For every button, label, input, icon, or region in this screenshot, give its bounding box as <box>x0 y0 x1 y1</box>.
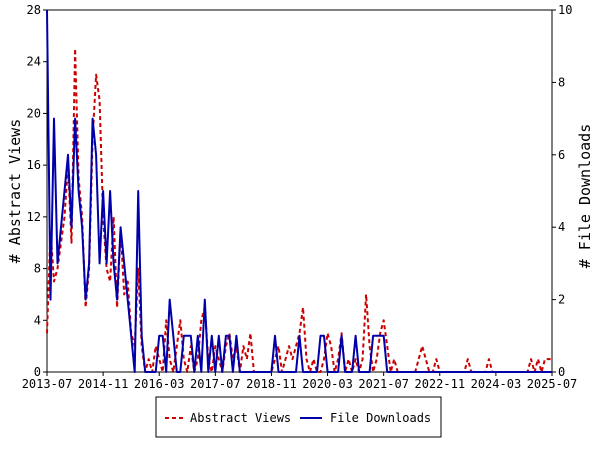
y2-tick-label: 8 <box>558 75 565 89</box>
y2-tick-label: 10 <box>558 3 572 17</box>
file-downloads-line <box>46 9 552 373</box>
x-tick-label: 2018-11 <box>246 377 297 391</box>
y-tick-label: 12 <box>27 210 41 224</box>
y2-tick-label: 4 <box>558 220 565 234</box>
y-tick-label: 28 <box>27 3 41 17</box>
y-tick-label: 0 <box>34 365 41 379</box>
y2-axis-ticks: 0 2 4 6 8 10 <box>552 3 572 379</box>
plot-area <box>46 9 553 373</box>
legend: Abstract Views File Downloads <box>155 396 442 438</box>
x-tick-label: 2016-03 <box>134 377 185 391</box>
legend-box <box>155 396 442 438</box>
y-axis-ticks: 0 4 8 12 16 20 24 28 <box>27 3 47 379</box>
x-tick-label: 2013-07 <box>22 377 73 391</box>
y-tick-label: 16 <box>27 158 41 172</box>
x-tick-label: 2020-03 <box>302 377 353 391</box>
y-tick-label: 24 <box>27 55 41 69</box>
legend-label-abstract-views: Abstract Views <box>190 411 291 425</box>
y2-tick-label: 0 <box>558 365 565 379</box>
y-axis-label: # Abstract Views <box>6 119 24 264</box>
y2-tick-label: 2 <box>558 293 565 307</box>
y2-axis-label: # File Downloads <box>576 124 594 269</box>
legend-label-file-downloads: File Downloads <box>330 411 431 425</box>
y-tick-label: 8 <box>34 262 41 276</box>
x-tick-label: 2022-11 <box>414 377 465 391</box>
x-axis-ticks: 2013-07 2014-11 2016-03 2017-07 2018-11 2020-… <box>22 372 578 391</box>
y2-tick-label: 6 <box>558 148 565 162</box>
x-tick-label: 2017-07 <box>190 377 241 391</box>
y-tick-label: 20 <box>27 106 41 120</box>
series-layer <box>46 9 552 373</box>
y-tick-label: 4 <box>34 313 41 327</box>
x-tick-label: 2021-07 <box>358 377 409 391</box>
x-tick-label: 2025-07 <box>527 377 578 391</box>
x-tick-label: 2024-03 <box>471 377 522 391</box>
x-tick-label: 2014-11 <box>78 377 129 391</box>
